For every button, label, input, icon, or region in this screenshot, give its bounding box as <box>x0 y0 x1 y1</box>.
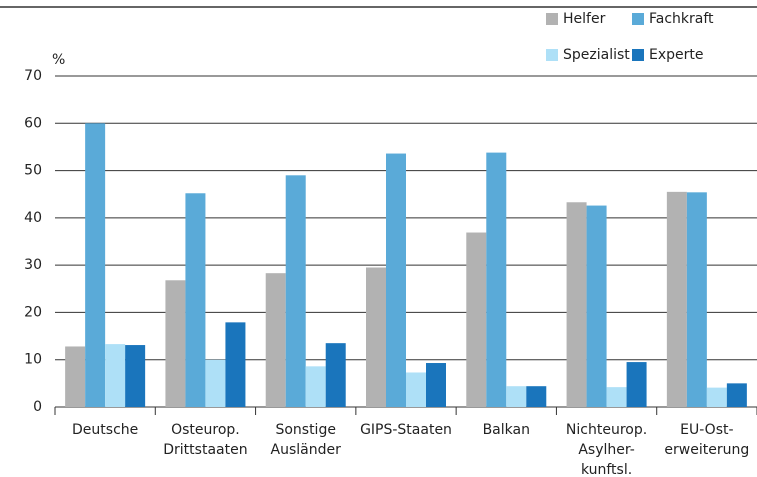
legend-label: Fachkraft <box>649 11 714 27</box>
bar <box>486 152 507 407</box>
x-tick-label: Sonstige Ausländer <box>270 422 341 458</box>
y-tick-label: 40 <box>24 210 42 226</box>
legend-swatch <box>632 49 644 61</box>
bar <box>105 344 126 407</box>
x-tick-label: Deutsche <box>72 422 139 438</box>
legend-swatch <box>632 13 644 25</box>
bar <box>265 273 286 407</box>
bar <box>386 153 406 407</box>
y-tick-label: 0 <box>33 399 42 415</box>
bar <box>666 191 687 407</box>
bar <box>506 386 527 407</box>
bar <box>566 202 587 407</box>
bar <box>85 123 106 408</box>
bar <box>285 175 306 407</box>
bar <box>426 363 446 407</box>
legend-label: Helfer <box>563 11 606 27</box>
bar <box>325 343 346 407</box>
bar <box>185 193 206 407</box>
bar <box>305 366 326 407</box>
bar <box>65 346 86 407</box>
legend-label: Experte <box>649 47 704 63</box>
bar <box>205 359 226 407</box>
x-tick-label: Balkan <box>482 422 530 438</box>
y-tick-label: 60 <box>24 115 42 131</box>
bar <box>606 387 627 407</box>
bar <box>125 345 146 407</box>
bar <box>706 387 727 407</box>
y-tick-label: 10 <box>24 352 42 368</box>
bar <box>466 232 487 407</box>
bar <box>165 280 186 407</box>
y-tick-label: 30 <box>24 257 42 273</box>
bar <box>686 192 707 407</box>
bar <box>366 267 386 407</box>
legend-swatch <box>546 13 558 25</box>
bar <box>225 322 246 407</box>
bar <box>586 205 607 407</box>
y-unit: % <box>52 52 65 68</box>
bar <box>726 383 747 407</box>
y-tick-label: 70 <box>24 68 42 84</box>
bar <box>526 386 547 407</box>
legend-label: Spezialist <box>563 47 630 63</box>
x-tick-label: EU-Ost- erweiterung <box>664 422 750 458</box>
legend-swatch <box>546 49 558 61</box>
y-tick-label: 20 <box>24 304 42 320</box>
bar <box>626 362 647 407</box>
x-tick-label: Nichteurop. Asylher- kunftsl. <box>565 422 648 477</box>
bar <box>406 372 426 407</box>
x-tick-label: Osteurop. Drittstaaten <box>163 422 248 458</box>
x-tick-label: GIPS-Staaten <box>360 422 452 438</box>
y-tick-label: 50 <box>24 163 42 179</box>
